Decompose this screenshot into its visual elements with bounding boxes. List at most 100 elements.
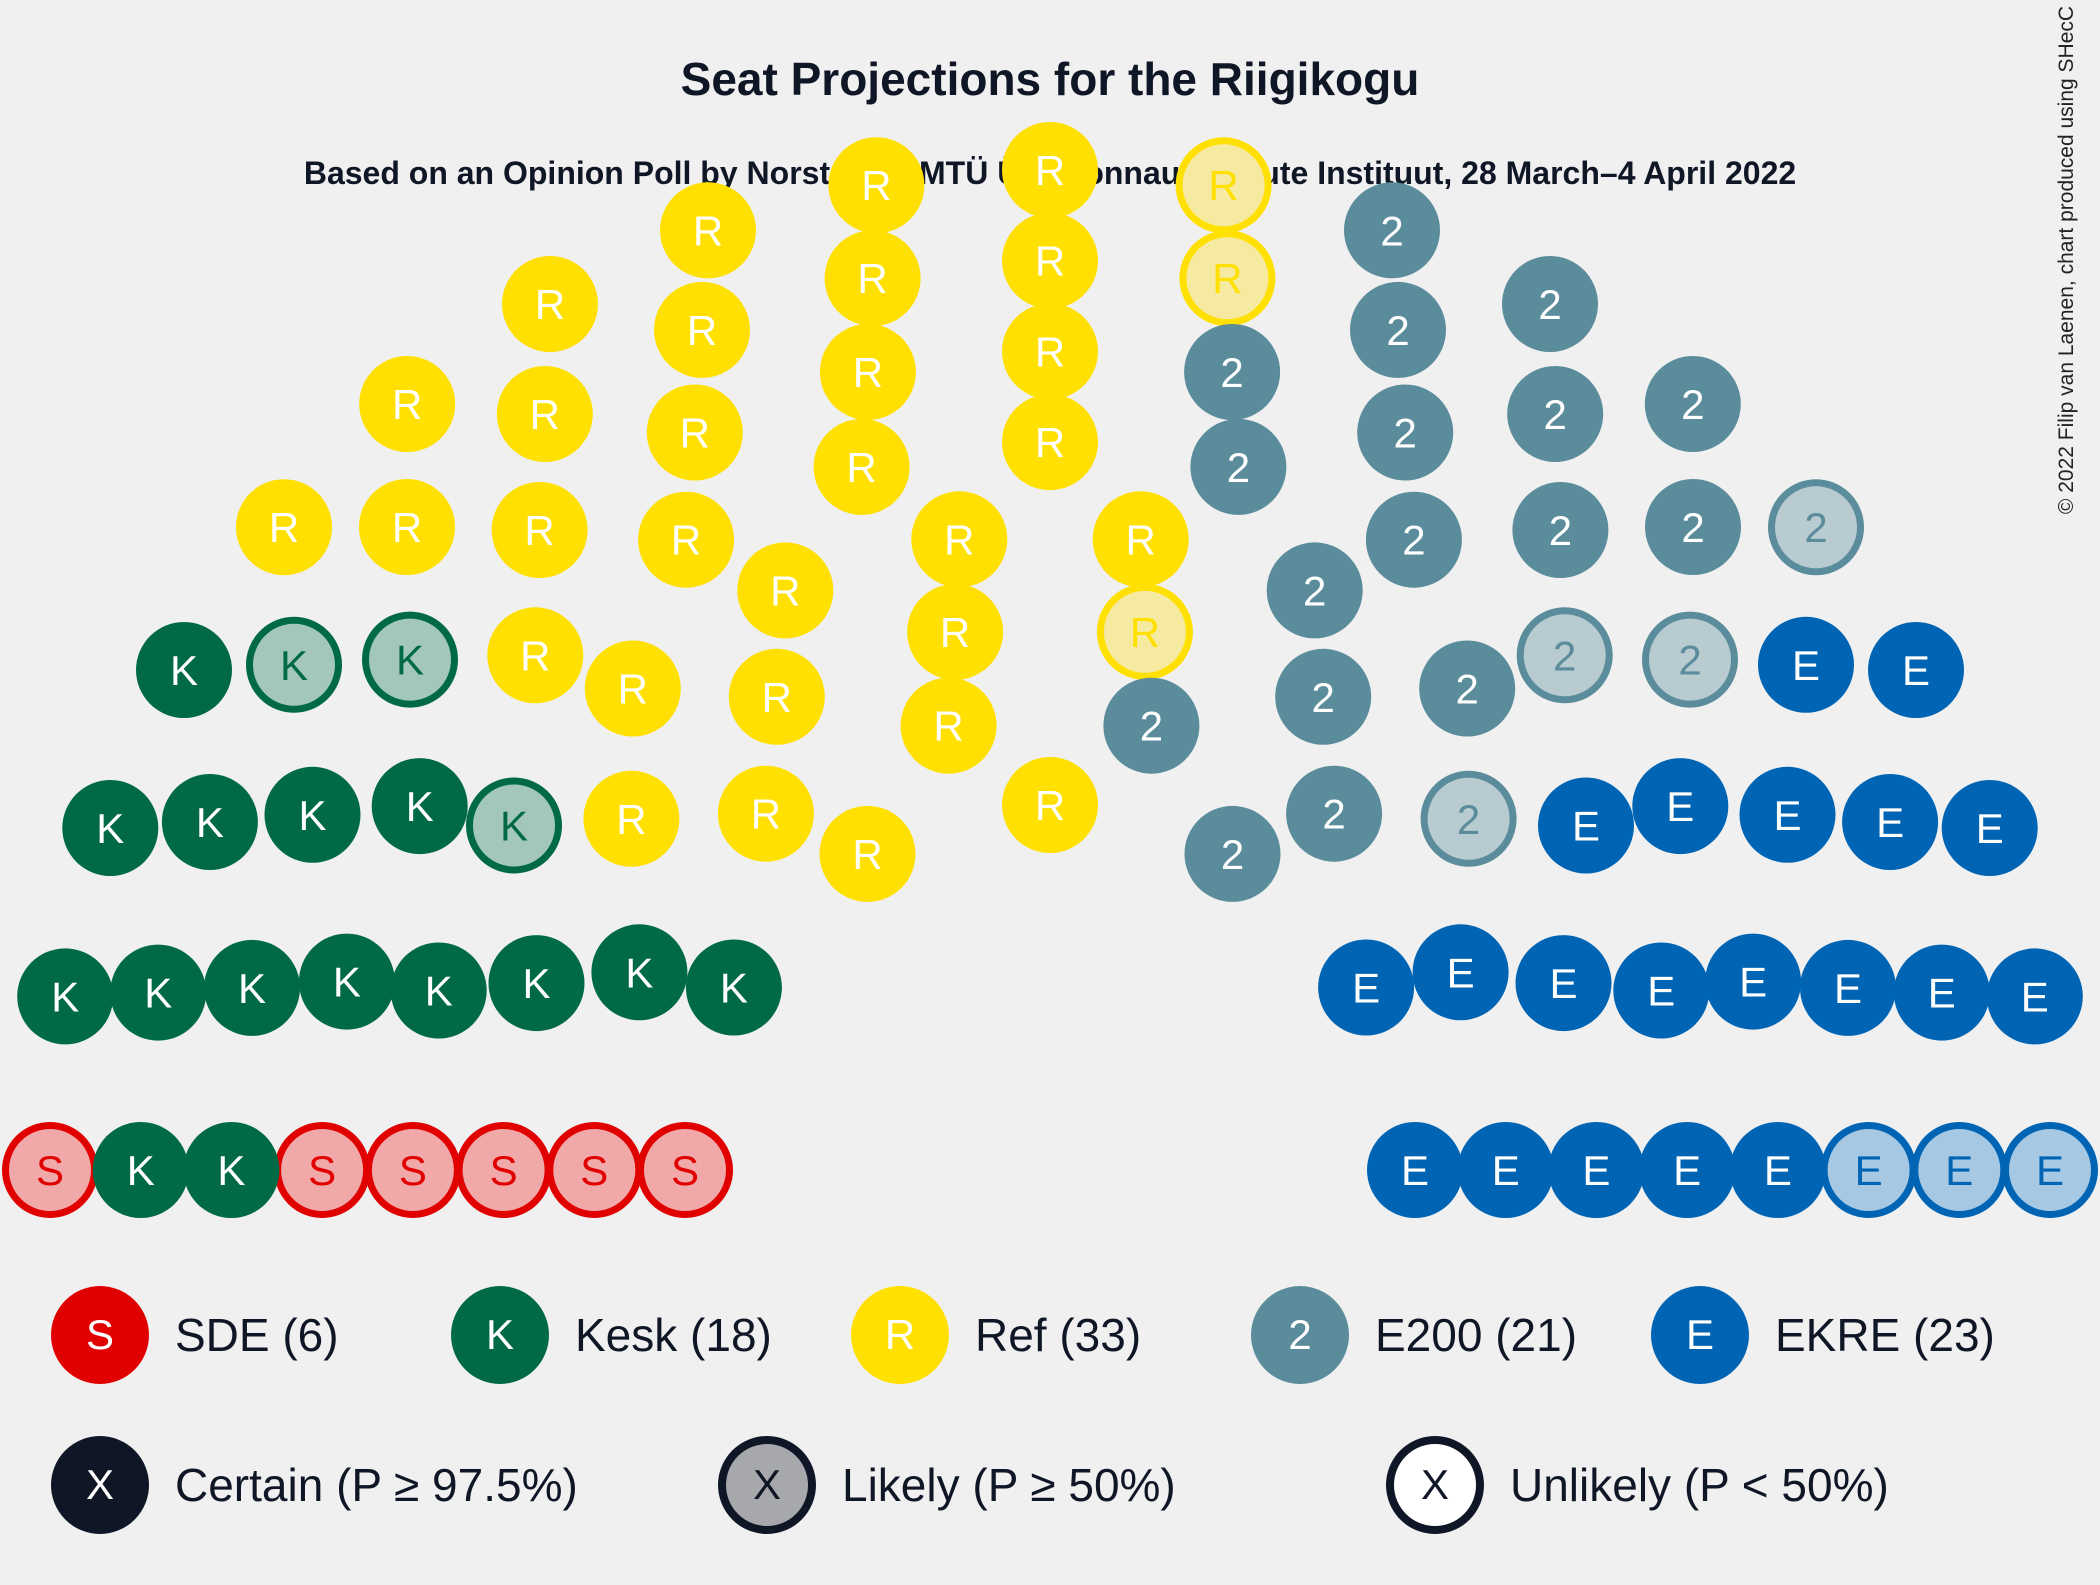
- svg-text:E: E: [1902, 647, 1930, 694]
- svg-text:K: K: [396, 637, 424, 684]
- svg-text:2: 2: [1553, 632, 1576, 679]
- certainty-swatch: X: [1386, 1436, 1484, 1534]
- svg-text:R: R: [1035, 147, 1065, 194]
- svg-text:S: S: [36, 1147, 64, 1194]
- svg-text:E: E: [1928, 970, 1956, 1017]
- seat-r-certain: R: [1002, 394, 1098, 491]
- svg-text:2: 2: [1227, 444, 1250, 491]
- seat-2-certain: 2: [1344, 182, 1440, 279]
- seat-k-certain: K: [161, 774, 258, 870]
- svg-text:E: E: [1876, 799, 1904, 846]
- svg-text:2: 2: [1544, 391, 1567, 438]
- seat-e-certain: E: [1412, 924, 1509, 1021]
- seat-r-likely: R: [1175, 137, 1272, 234]
- seat-r-certain: R: [646, 384, 743, 481]
- svg-text:R: R: [530, 391, 560, 438]
- certainty-item-0: X Certain (P ≥ 97.5%): [50, 1435, 578, 1535]
- certainty-label: Likely (P ≥ 50%): [842, 1459, 1176, 1511]
- legend-item-r: R Ref (33): [850, 1285, 1141, 1385]
- svg-text:2: 2: [1386, 307, 1409, 354]
- seat-r-certain: R: [824, 230, 921, 327]
- seat-2-certain: 2: [1365, 491, 1462, 588]
- seat-e-certain: E: [1538, 777, 1634, 874]
- svg-text:2: 2: [1681, 381, 1704, 428]
- seat-k-certain: K: [371, 758, 468, 855]
- svg-text:R: R: [846, 444, 876, 491]
- seat-2-certain: 2: [1645, 479, 1741, 575]
- seat-r-certain: R: [359, 479, 455, 575]
- legend-label: EKRE (23): [1775, 1309, 1995, 1361]
- seat-e-certain: E: [1318, 939, 1415, 1036]
- seat-2-likely: 2: [1642, 611, 1738, 708]
- seat-r-certain: R: [1002, 303, 1098, 400]
- seat-e-likely: E: [1820, 1122, 1917, 1218]
- seat-r-certain: R: [487, 607, 584, 704]
- svg-text:R: R: [1035, 782, 1065, 829]
- svg-text:E: E: [1739, 959, 1767, 1006]
- svg-text:R: R: [680, 410, 710, 457]
- seat-k-likely: K: [362, 611, 458, 708]
- seat-2-likely: 2: [1420, 770, 1517, 867]
- svg-text:K: K: [625, 949, 653, 996]
- seat-2-certain: 2: [1184, 805, 1281, 902]
- seat-k-certain: K: [264, 766, 361, 863]
- seat-k-certain: K: [204, 939, 300, 1036]
- seat-r-certain: R: [907, 583, 1004, 680]
- svg-text:R: R: [1035, 328, 1065, 375]
- svg-text:2: 2: [1457, 796, 1480, 843]
- seat-r-certain: R: [819, 324, 916, 420]
- svg-text:2: 2: [1322, 791, 1345, 838]
- svg-text:2: 2: [1549, 507, 1572, 554]
- seat-r-certain: R: [359, 356, 456, 452]
- svg-text:R: R: [535, 281, 565, 328]
- legend-swatch: R: [851, 1286, 949, 1384]
- svg-text:2: 2: [1380, 207, 1403, 254]
- seat-e-likely: E: [2002, 1122, 2098, 1218]
- svg-text:R: R: [885, 1311, 915, 1358]
- seat-r-certain: R: [717, 765, 814, 862]
- svg-text:R: R: [392, 504, 422, 551]
- svg-text:R: R: [751, 791, 781, 838]
- certainty-item-1: X Likely (P ≥ 50%): [717, 1435, 1176, 1535]
- svg-text:R: R: [944, 516, 974, 563]
- seat-e-certain: E: [1367, 1122, 1463, 1218]
- seat-k-certain: K: [488, 935, 585, 1032]
- seat-e-certain: E: [1705, 933, 1802, 1030]
- seat-r-certain: R: [737, 542, 834, 639]
- seat-k-certain: K: [183, 1122, 280, 1218]
- svg-text:E: E: [1447, 949, 1475, 996]
- seat-2-likely: 2: [1516, 607, 1613, 704]
- svg-text:K: K: [425, 968, 453, 1015]
- seat-s-likely: S: [2, 1122, 98, 1218]
- svg-text:R: R: [1208, 162, 1238, 209]
- legend-label: Kesk (18): [575, 1309, 772, 1361]
- svg-text:K: K: [486, 1311, 514, 1358]
- seat-2-certain: 2: [1184, 324, 1281, 420]
- svg-text:2: 2: [1140, 703, 1163, 750]
- svg-text:R: R: [1035, 419, 1065, 466]
- seat-k-likely: K: [246, 616, 342, 713]
- svg-text:E: E: [1834, 965, 1862, 1012]
- svg-text:K: K: [127, 1147, 155, 1194]
- seat-r-certain: R: [638, 491, 735, 588]
- seat-k-certain: K: [62, 780, 159, 876]
- svg-text:R: R: [1130, 609, 1160, 656]
- seat-2-certain: 2: [1190, 418, 1287, 515]
- seat-2-certain: 2: [1275, 648, 1372, 745]
- seat-r-certain: R: [1092, 491, 1189, 588]
- svg-text:R: R: [770, 567, 800, 614]
- svg-text:K: K: [51, 973, 79, 1020]
- svg-text:E: E: [1855, 1147, 1883, 1194]
- svg-text:2: 2: [1312, 674, 1335, 721]
- svg-text:E: E: [1976, 805, 2004, 852]
- svg-text:2: 2: [1221, 831, 1244, 878]
- svg-text:R: R: [857, 255, 887, 302]
- legend-label: Ref (33): [975, 1309, 1142, 1361]
- seat-e-certain: E: [1639, 1122, 1736, 1218]
- svg-text:K: K: [217, 1147, 245, 1194]
- svg-text:K: K: [96, 805, 124, 852]
- seat-k-certain: K: [390, 942, 487, 1039]
- seat-2-certain: 2: [1350, 281, 1446, 378]
- seat-k-certain: K: [110, 944, 207, 1041]
